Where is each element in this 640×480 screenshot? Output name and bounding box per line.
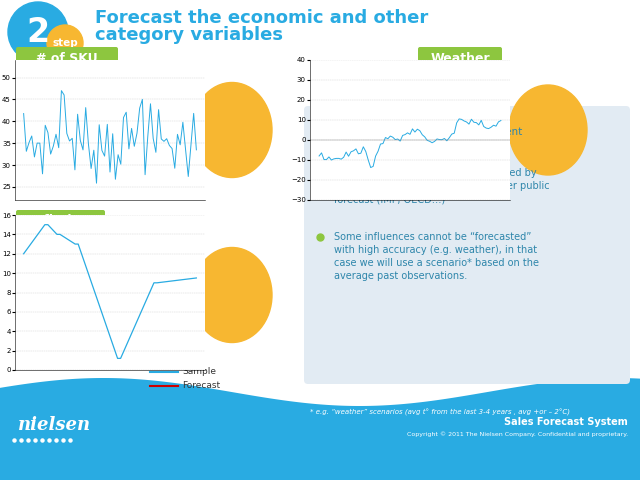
FancyBboxPatch shape <box>304 106 630 384</box>
Text: category variables: category variables <box>95 26 283 44</box>
Text: Each forecast is totally independent: Each forecast is totally independent <box>334 127 522 137</box>
Text: Weather: Weather <box>430 51 490 64</box>
Text: Inflation: Inflation <box>31 215 90 228</box>
Text: # of SKU: # of SKU <box>36 51 98 64</box>
Circle shape <box>8 2 68 62</box>
Text: Sample: Sample <box>182 368 216 376</box>
Text: average past observations.: average past observations. <box>334 271 467 281</box>
Text: Copyright © 2011 The Nielsen Company. Confidential and proprietary.: Copyright © 2011 The Nielsen Company. Co… <box>407 431 628 437</box>
Text: Forecasted variable will be challenged by: Forecasted variable will be challenged b… <box>334 168 536 178</box>
Text: Some influences cannot be “forecasted”: Some influences cannot be “forecasted” <box>334 232 531 242</box>
FancyBboxPatch shape <box>16 210 105 232</box>
Circle shape <box>47 25 83 61</box>
Polygon shape <box>0 378 640 480</box>
Text: step: step <box>52 38 78 48</box>
FancyBboxPatch shape <box>16 47 118 69</box>
Text: 2: 2 <box>26 15 49 48</box>
Text: Forecast the economic and other: Forecast the economic and other <box>95 9 428 27</box>
Text: forecast (IMF, OECD…): forecast (IMF, OECD…) <box>334 194 445 204</box>
Text: with high accuracy (e.g. weather), in that: with high accuracy (e.g. weather), in th… <box>334 245 537 255</box>
Text: nielsen: nielsen <box>18 416 91 434</box>
Text: * e.g. “weather” scenarios (avg t° from the last 3-4 years , avg +or – 2°C): * e.g. “weather” scenarios (avg t° from … <box>310 408 570 416</box>
Text: Sales Forecast System: Sales Forecast System <box>504 417 628 427</box>
Ellipse shape <box>192 248 272 343</box>
FancyBboxPatch shape <box>418 47 502 69</box>
Text: our Nielsen Market experts and other public: our Nielsen Market experts and other pub… <box>334 181 550 191</box>
Ellipse shape <box>192 83 272 178</box>
Text: case we will use a scenario* based on the: case we will use a scenario* based on th… <box>334 258 539 268</box>
Text: Forecast: Forecast <box>182 382 220 391</box>
Ellipse shape <box>509 85 587 175</box>
